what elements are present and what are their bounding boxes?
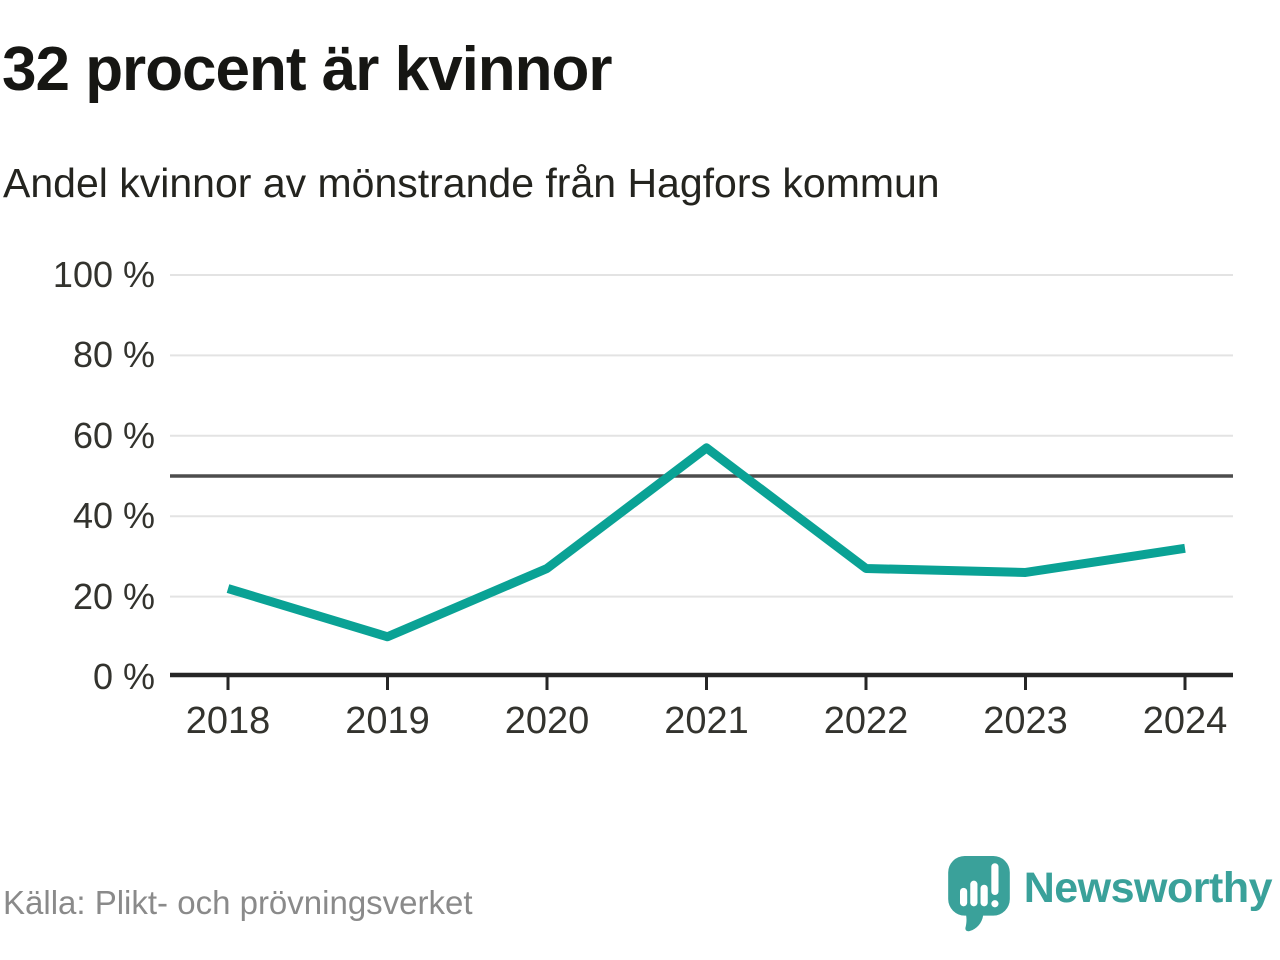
x-tick-label-2024: 2024 bbox=[1142, 700, 1228, 742]
y-tick-label-80: 80 % bbox=[72, 334, 155, 376]
y-tick-label-20: 20 % bbox=[72, 575, 155, 617]
data-line-andel-kvinnor bbox=[226, 443, 1186, 642]
x-tick-label-2018: 2018 bbox=[185, 700, 271, 742]
newsworthy-speech-bubble-bar-chart-icon bbox=[947, 856, 1010, 932]
y-tick-label-60: 60 % bbox=[72, 414, 155, 456]
x-tick-label-2021: 2021 bbox=[664, 700, 749, 742]
y-tick-label-40: 40 % bbox=[72, 495, 155, 537]
chart-subtitle: Andel kvinnor av mönstrande från Hagfors… bbox=[3, 160, 940, 206]
y-tick-label-100: 100 % bbox=[52, 254, 155, 295]
newsworthy-wordmark: Newsworthy bbox=[1023, 863, 1273, 912]
x-tick-label-2023: 2023 bbox=[983, 700, 1068, 742]
x-tick-label-2020: 2020 bbox=[504, 700, 590, 742]
x-tick-label-2019: 2019 bbox=[345, 700, 430, 742]
y-tick-label-0: 0 % bbox=[92, 656, 155, 697]
source-note: Källa: Plikt- och prövningsverket bbox=[3, 884, 473, 921]
newsworthy-brand: Newsworthy bbox=[947, 856, 1273, 932]
page-title: 32 procent är kvinnor bbox=[2, 35, 613, 104]
x-tick-label-2022: 2022 bbox=[823, 700, 909, 742]
